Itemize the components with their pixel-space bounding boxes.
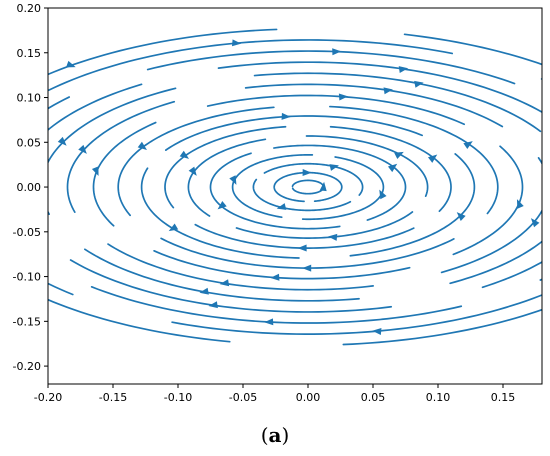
streamline bbox=[66, 100, 176, 213]
streamline-arrow bbox=[231, 39, 242, 47]
x-axis: -0.20 -0.15 -0.10 -0.05 0.00 0.05 0.10 0.15 bbox=[34, 384, 515, 404]
figure-caption: (a) bbox=[0, 423, 550, 447]
streamline-arrow bbox=[398, 66, 409, 74]
streamline bbox=[84, 248, 360, 302]
streamline-arrow bbox=[387, 163, 398, 173]
streamline-arrow bbox=[332, 48, 342, 56]
streamline bbox=[481, 260, 542, 289]
streamline bbox=[273, 171, 343, 203]
x-tick-label: 0.05 bbox=[361, 391, 386, 404]
y-axis: 0.20 0.15 0.10 0.05 0.00 -0.05 -0.10 -0.15 -0.20 bbox=[13, 2, 48, 373]
streamline bbox=[235, 211, 414, 239]
streamline bbox=[164, 125, 287, 209]
caption-open-paren: ( bbox=[260, 423, 269, 447]
y-tick-label: -0.10 bbox=[13, 271, 41, 284]
streamline-arrow bbox=[379, 189, 387, 200]
streamline-arrow bbox=[137, 141, 147, 151]
streamline-arrow bbox=[229, 175, 237, 185]
streamline-arrow bbox=[372, 328, 382, 335]
streamline-arrow bbox=[327, 233, 338, 241]
streamline bbox=[146, 50, 516, 85]
y-tick-label: 0.05 bbox=[17, 136, 42, 149]
streamline bbox=[449, 240, 542, 285]
streamplot-chart: -0.20 -0.15 -0.10 -0.05 0.00 0.05 0.10 0.15 0.2… bbox=[13, 2, 550, 404]
x-tick-label: 0.15 bbox=[491, 391, 516, 404]
streamline-arrow bbox=[66, 60, 76, 68]
streamline-arrow bbox=[188, 166, 197, 176]
streamline-arrow bbox=[91, 166, 99, 176]
y-tick-label: -0.05 bbox=[13, 226, 41, 239]
streamline bbox=[48, 28, 278, 76]
x-tick-label: 0.00 bbox=[296, 391, 321, 404]
streamline-arrow bbox=[463, 141, 473, 150]
streamline bbox=[291, 179, 325, 195]
streamline bbox=[540, 78, 542, 81]
caption-close-paren: ) bbox=[281, 423, 290, 447]
streamline-arrow bbox=[276, 203, 287, 210]
y-tick-label: -0.20 bbox=[13, 360, 41, 373]
streamline-arrow bbox=[414, 80, 424, 88]
streamline-arrow bbox=[530, 218, 540, 228]
streamline-arrow bbox=[19, 284, 30, 294]
streamline-arrow bbox=[179, 150, 190, 159]
streamline-arrow bbox=[302, 264, 312, 272]
streamline-arrow bbox=[456, 212, 466, 221]
axes-frame bbox=[47, 7, 543, 385]
streamline bbox=[403, 33, 542, 66]
streamline-arrow bbox=[394, 151, 404, 160]
x-tick-label: -0.15 bbox=[99, 391, 127, 404]
streamline-arrow bbox=[217, 200, 227, 210]
caption-letter: a bbox=[268, 423, 282, 447]
y-tick-label: 0.20 bbox=[17, 2, 42, 15]
streamline-arrow bbox=[319, 181, 327, 192]
arrowheads-group bbox=[19, 39, 550, 335]
streamline bbox=[48, 298, 231, 343]
streamline bbox=[349, 153, 476, 257]
streamline-arrow bbox=[78, 144, 87, 154]
streamline-arrow bbox=[270, 273, 280, 281]
streamline bbox=[92, 121, 157, 227]
streamline-arrow bbox=[219, 279, 230, 287]
streamline-arrow bbox=[168, 223, 179, 232]
x-tick-label: 0.10 bbox=[426, 391, 451, 404]
streamline-arrow bbox=[329, 164, 339, 171]
y-tick-label: 0.10 bbox=[17, 92, 42, 105]
streamline bbox=[153, 249, 411, 280]
streamline-arrow bbox=[338, 93, 349, 101]
streamline bbox=[48, 83, 143, 131]
streamline bbox=[117, 106, 275, 217]
streamline-arrow bbox=[383, 87, 393, 95]
streamline-arrow bbox=[199, 287, 209, 295]
streamline-arrow bbox=[516, 199, 524, 209]
streamline-arrow bbox=[281, 112, 291, 120]
streamline-arrow bbox=[264, 318, 274, 326]
streamline bbox=[244, 83, 504, 128]
x-tick-label: -0.20 bbox=[34, 391, 62, 404]
streamline-arrow bbox=[208, 301, 218, 309]
streamline-arrow bbox=[546, 301, 550, 311]
y-tick-label: 0.00 bbox=[17, 181, 42, 194]
streamline-arrow bbox=[57, 136, 67, 146]
streamline bbox=[342, 308, 542, 346]
streamline-arrow bbox=[302, 169, 312, 177]
y-tick-label: 0.15 bbox=[17, 47, 42, 60]
streamline bbox=[187, 138, 267, 217]
streamline bbox=[90, 286, 463, 324]
streamline-arrow bbox=[297, 244, 307, 252]
x-tick-label: -0.05 bbox=[229, 391, 257, 404]
y-tick-label: -0.15 bbox=[13, 315, 41, 328]
streamline bbox=[253, 72, 542, 133]
streamline-arrow bbox=[427, 154, 438, 163]
x-tick-label: -0.10 bbox=[164, 391, 192, 404]
streamlines-group bbox=[48, 28, 542, 346]
